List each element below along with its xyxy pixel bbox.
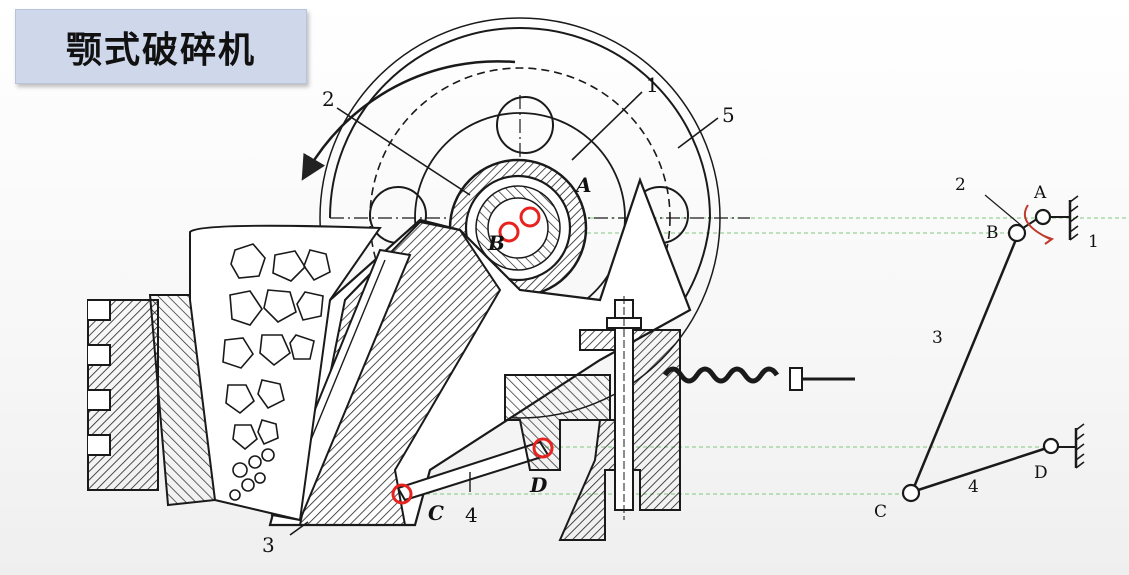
fixed-jaw-teeth <box>88 299 111 456</box>
title-banner: 颚式破碎机 <box>15 9 307 84</box>
joint-d <box>1042 437 1060 455</box>
label-point-a: A <box>574 173 592 197</box>
k-label-a: A <box>1033 183 1047 203</box>
highlight-joint-b <box>498 221 520 243</box>
highlight-joint-a <box>519 206 541 228</box>
joint-highlights <box>391 206 554 505</box>
label-point-c: C <box>428 501 444 525</box>
highlight-joint-c <box>391 483 413 505</box>
flywheel-hole-top <box>496 96 554 154</box>
jaw-crusher-drawing <box>87 17 855 541</box>
highlight-joint-d <box>532 437 554 459</box>
leader-2 <box>336 107 471 196</box>
crushing-chamber <box>189 224 382 522</box>
kinematic-schematic <box>901 194 1085 503</box>
k-label-2: 2 <box>955 175 966 195</box>
leader-1 <box>571 91 643 161</box>
link-4 <box>911 445 1051 494</box>
leader-3 <box>289 521 309 536</box>
label-part-4: 4 <box>465 503 478 527</box>
swing-jaw-hatch <box>298 220 502 526</box>
toggle-seat <box>504 374 611 471</box>
leader-k2 <box>984 194 1023 227</box>
label-point-b: B <box>487 231 505 255</box>
label-part-1: 1 <box>646 73 659 97</box>
spring <box>662 366 780 384</box>
crank-arrow-head <box>1043 235 1055 245</box>
flywheel-rim <box>329 27 711 219</box>
ground-a-hatch <box>1069 195 1079 241</box>
k-label-d: D <box>1034 463 1048 483</box>
ground-d-hatch <box>1075 423 1085 469</box>
joint-c <box>901 483 921 503</box>
label-part-5: 5 <box>722 103 735 127</box>
label-part-2: 2 <box>322 87 335 111</box>
leader-lines <box>289 91 719 536</box>
k-label-4: 4 <box>968 477 979 497</box>
link-3 <box>910 236 1019 493</box>
page-title: 颚式破碎机 <box>65 29 256 71</box>
spring-nut <box>789 367 803 391</box>
fixed-jaw-frame <box>87 299 159 491</box>
label-point-d: D <box>529 473 548 497</box>
label-part-3: 3 <box>262 533 275 557</box>
k-label-b: B <box>986 223 999 243</box>
rotation-arrow <box>301 60 516 181</box>
joint-b <box>1007 223 1027 243</box>
k-label-3: 3 <box>932 328 943 348</box>
ore-rocks <box>222 243 331 501</box>
joint-a <box>1034 208 1052 226</box>
leader-5 <box>677 117 719 149</box>
k-label-1: 1 <box>1088 232 1099 252</box>
k-label-c: C <box>874 502 887 522</box>
